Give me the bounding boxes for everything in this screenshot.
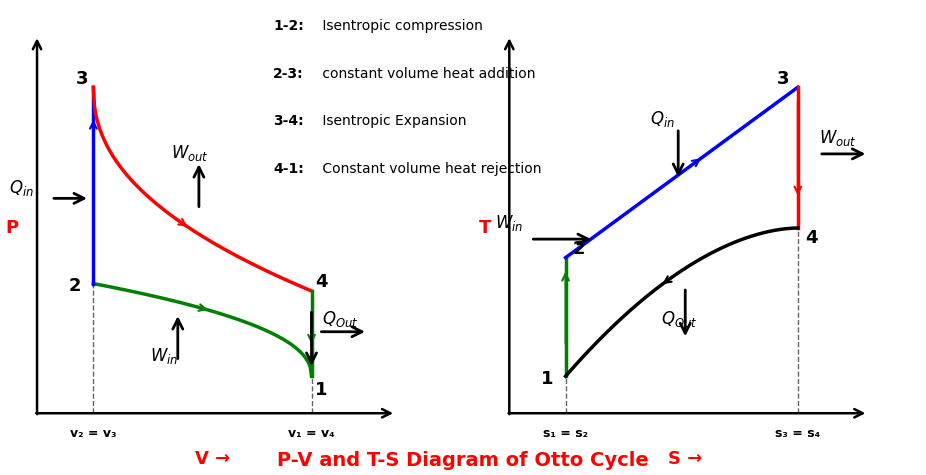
Text: $\mathit{W_{in}}$: $\mathit{W_{in}}$ [150,346,178,366]
Text: S →: S → [668,450,703,468]
Text: 3: 3 [76,69,88,87]
Text: v₁ = v₄: v₁ = v₄ [288,428,335,440]
Text: $\mathit{W_{out}}$: $\mathit{W_{out}}$ [819,128,857,148]
Text: 2: 2 [572,240,585,258]
Text: 3: 3 [777,69,789,87]
Text: $\mathit{Q_{Out}}$: $\mathit{Q_{Out}}$ [660,309,697,329]
Text: P: P [6,219,19,237]
Text: $\mathit{W_{out}}$: $\mathit{W_{out}}$ [170,142,208,162]
Text: 4-1:: 4-1: [273,162,304,175]
Text: $\mathit{Q_{Out}}$: $\mathit{Q_{Out}}$ [322,309,358,329]
Text: P-V and T-S Diagram of Otto Cycle: P-V and T-S Diagram of Otto Cycle [277,451,649,470]
Text: 1: 1 [315,381,328,399]
Text: 2: 2 [69,277,81,295]
Text: 2-3:: 2-3: [273,66,304,80]
Text: s₁ = s₂: s₁ = s₂ [544,428,588,440]
Text: $\mathit{W_{in}}$: $\mathit{W_{in}}$ [495,213,523,233]
Text: 4: 4 [805,229,818,247]
Text: 1-2:: 1-2: [273,19,304,33]
Text: s₃ = s₄: s₃ = s₄ [775,428,820,440]
Text: v₂ = v₃: v₂ = v₃ [70,428,117,440]
Text: 3-4:: 3-4: [273,114,304,128]
Text: V →: V → [195,450,231,468]
Text: Isentropic compression: Isentropic compression [318,19,482,33]
Text: 4: 4 [315,273,328,291]
Text: Isentropic Expansion: Isentropic Expansion [318,114,466,128]
Text: constant volume heat addition: constant volume heat addition [318,66,535,80]
Text: T: T [479,219,491,237]
Text: 1: 1 [541,370,554,388]
Text: Constant volume heat rejection: Constant volume heat rejection [318,162,541,175]
Text: $\mathit{Q_{in}}$: $\mathit{Q_{in}}$ [650,109,675,129]
Text: $\mathit{Q_{in}}$: $\mathit{Q_{in}}$ [8,178,33,198]
